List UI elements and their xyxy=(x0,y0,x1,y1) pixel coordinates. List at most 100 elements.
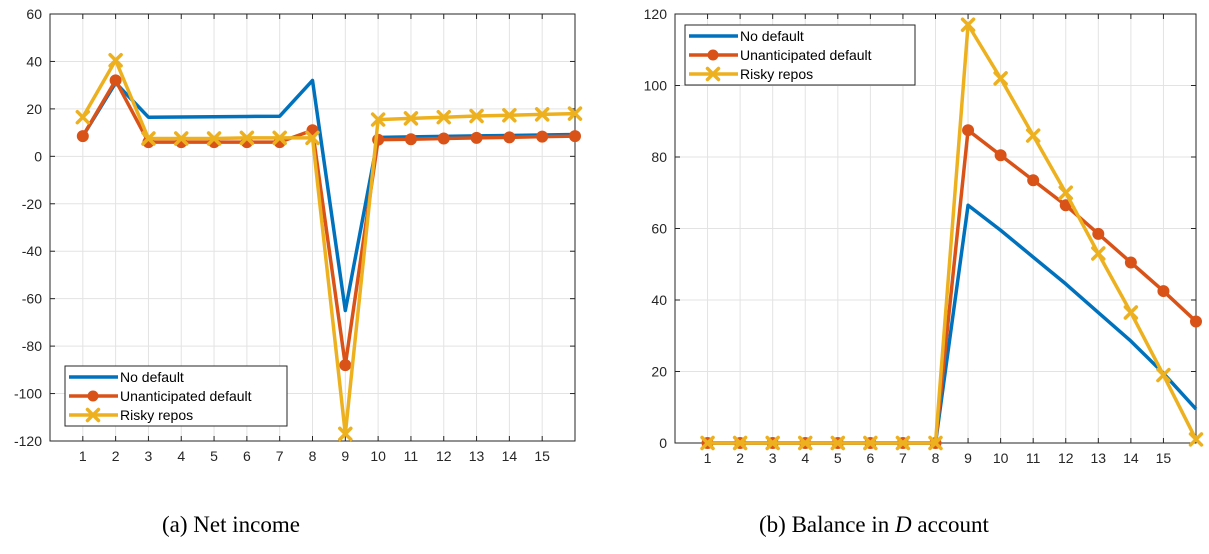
y-tick-label: -60 xyxy=(22,291,42,307)
point-stroke xyxy=(403,111,419,126)
point-risky-repos xyxy=(567,106,583,121)
point-stroke xyxy=(1058,185,1073,200)
x-tick-label: 8 xyxy=(932,450,940,466)
point-stroke xyxy=(765,435,780,451)
legend: No default Unanticipated default Risky rep… xyxy=(64,365,288,427)
point-stroke xyxy=(1156,367,1171,383)
legend-label: Unanticipated default xyxy=(120,388,252,404)
point-stroke xyxy=(305,130,320,146)
point-stroke xyxy=(370,112,386,127)
point-risky-repos xyxy=(960,17,976,32)
legend-label: No default xyxy=(740,28,804,44)
x-tick-label: 12 xyxy=(436,448,452,464)
point-risky-repos xyxy=(534,107,550,122)
x-tick-label: 9 xyxy=(341,448,349,464)
legend-marker xyxy=(707,49,719,61)
x-tick-label: 4 xyxy=(177,448,185,464)
y-tick-label: 40 xyxy=(26,53,42,69)
point-risky-repos xyxy=(239,130,255,146)
point-risky-repos xyxy=(403,111,419,126)
point-risky-repos xyxy=(928,435,943,451)
caption-a-prefix: (a) xyxy=(162,512,194,537)
legend-marker xyxy=(87,390,99,402)
y-tick-label: -80 xyxy=(22,338,42,354)
point-stroke xyxy=(75,109,91,125)
point-stroke xyxy=(1091,246,1106,261)
point-risky-repos xyxy=(502,108,517,123)
point-stroke xyxy=(239,130,255,146)
x-tick-label: 3 xyxy=(145,448,153,464)
point-risky-repos xyxy=(1058,185,1073,200)
point-unanticipated-default xyxy=(1027,174,1040,187)
caption-b: (b) Balance in D account xyxy=(759,512,989,538)
point-stroke xyxy=(960,17,976,32)
x-tick-label: 11 xyxy=(404,448,419,464)
point-risky-repos xyxy=(863,435,878,451)
caption-b-suffix: account xyxy=(911,512,989,537)
point-unanticipated-default xyxy=(404,133,417,146)
y-tick-label: 60 xyxy=(26,6,42,22)
point-stroke xyxy=(1123,305,1139,320)
caption-b-prefix: (b) xyxy=(759,512,792,537)
net-income-chart: 1 2 3 4 5 6 7 8 9 10 11 12 13 14 15-120-100-80-60-40-2… xyxy=(14,6,583,464)
point-unanticipated-default xyxy=(109,74,122,87)
x-tick-label: 5 xyxy=(210,448,218,464)
point-stroke xyxy=(1025,128,1041,143)
x-tick-label: 14 xyxy=(502,448,518,464)
series-line-no-default xyxy=(81,78,576,313)
x-tick-label: 11 xyxy=(1026,450,1041,466)
x-tick-label: 12 xyxy=(1058,450,1074,466)
point-stroke xyxy=(436,109,451,125)
series-line-unanticipated-default xyxy=(707,128,1198,445)
legend: No default Unanticipated default Risky rep… xyxy=(684,24,916,86)
point-risky-repos xyxy=(338,426,353,442)
point-stroke xyxy=(338,426,353,442)
y-tick-label: 20 xyxy=(26,101,42,117)
point-stroke xyxy=(830,435,846,451)
x-tick-label: 1 xyxy=(79,448,87,464)
point-unanticipated-default xyxy=(470,131,483,144)
point-risky-repos xyxy=(1188,432,1204,447)
legend-label: Unanticipated default xyxy=(740,47,872,63)
point-stroke xyxy=(863,435,878,451)
point-risky-repos xyxy=(732,435,748,451)
point-stroke xyxy=(732,435,748,451)
point-risky-repos xyxy=(830,435,846,451)
caption-a: (a) Net income xyxy=(162,512,300,538)
x-tick-label: 7 xyxy=(899,450,907,466)
point-unanticipated-default xyxy=(437,132,450,145)
y-tick-label: 60 xyxy=(651,221,667,237)
point-unanticipated-default xyxy=(962,124,975,137)
point-stroke xyxy=(272,130,287,146)
point-risky-repos xyxy=(174,131,189,146)
point-stroke xyxy=(993,71,1008,86)
x-tick-label: 2 xyxy=(736,450,744,466)
point-risky-repos xyxy=(75,109,91,125)
point-unanticipated-default xyxy=(76,130,89,143)
x-tick-label: 6 xyxy=(243,448,251,464)
point-risky-repos xyxy=(895,435,911,451)
point-unanticipated-default xyxy=(536,130,549,143)
point-risky-repos xyxy=(469,108,484,124)
caption-a-text: Net income xyxy=(193,512,300,537)
point-stroke xyxy=(534,107,550,122)
point-risky-repos xyxy=(272,130,287,146)
caption-b-text: Balance in xyxy=(791,512,896,537)
y-tick-label: -120 xyxy=(14,433,42,449)
y-tick-label: -40 xyxy=(22,243,42,259)
x-tick-label: 6 xyxy=(866,450,874,466)
point-risky-repos xyxy=(765,435,780,451)
point-stroke xyxy=(108,53,123,68)
point-stroke xyxy=(174,131,189,146)
point-risky-repos xyxy=(1156,367,1171,383)
y-tick-label: 80 xyxy=(651,149,667,165)
x-tick-label: 4 xyxy=(801,450,809,466)
x-tick-label: 2 xyxy=(112,448,120,464)
point-risky-repos xyxy=(700,435,715,451)
y-tick-label: 0 xyxy=(659,435,667,451)
series-line-risky-repos xyxy=(81,58,576,436)
point-risky-repos xyxy=(305,130,320,146)
point-risky-repos xyxy=(993,71,1008,86)
